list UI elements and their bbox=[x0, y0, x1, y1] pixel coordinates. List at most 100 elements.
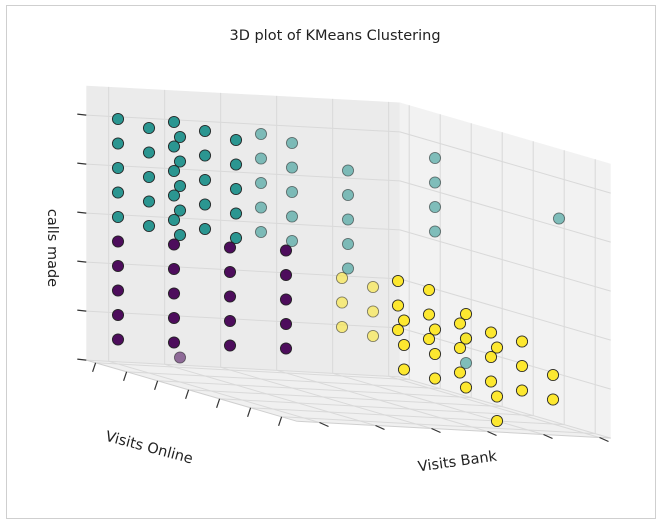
data-point bbox=[198, 149, 212, 162]
data-point bbox=[366, 280, 380, 294]
data-point bbox=[111, 112, 125, 126]
data-point bbox=[167, 140, 181, 153]
side-grid-calls-2 bbox=[399, 327, 611, 390]
data-point bbox=[341, 237, 355, 251]
data-point bbox=[223, 265, 237, 279]
bank-tick-0 bbox=[92, 362, 97, 372]
data-point bbox=[167, 213, 181, 227]
data-point bbox=[453, 317, 467, 330]
data-point bbox=[422, 283, 436, 297]
data-point bbox=[341, 188, 355, 202]
data-point bbox=[397, 314, 411, 327]
floor-grid-online-4 bbox=[164, 363, 376, 426]
data-point bbox=[428, 323, 442, 336]
back-grid-calls-0 bbox=[86, 359, 400, 378]
data-point bbox=[285, 234, 299, 248]
data-point bbox=[229, 207, 243, 220]
data-point bbox=[285, 210, 299, 223]
data-point bbox=[428, 225, 442, 238]
data-point bbox=[279, 293, 293, 306]
chart-title: 3D plot of KMeans Clustering bbox=[229, 28, 440, 44]
floor-grid-bank-1 bbox=[126, 371, 441, 390]
data-point bbox=[552, 212, 566, 225]
data-point bbox=[111, 210, 125, 224]
data-point bbox=[453, 341, 467, 355]
data-point bbox=[279, 268, 293, 282]
side-grid-calls-10 bbox=[399, 131, 611, 194]
data-point bbox=[111, 259, 125, 273]
data-point bbox=[490, 390, 504, 403]
calls-tick-10 bbox=[77, 113, 87, 116]
data-point bbox=[173, 130, 187, 144]
data-point bbox=[223, 314, 237, 328]
online-tick-0 bbox=[599, 436, 609, 443]
data-point bbox=[111, 235, 125, 248]
data-point bbox=[167, 287, 181, 300]
data-point bbox=[198, 173, 212, 187]
data-point bbox=[397, 363, 411, 376]
floor-grid-online-3 bbox=[220, 366, 432, 429]
floor-grid-online-0 bbox=[388, 375, 600, 438]
data-point bbox=[229, 158, 243, 171]
data-point bbox=[391, 274, 405, 288]
data-point bbox=[173, 179, 187, 193]
floor-grid-bank-3 bbox=[188, 389, 503, 408]
floor-grid-online-5 bbox=[108, 360, 320, 423]
data-point bbox=[229, 231, 243, 245]
side-grid-calls-8 bbox=[399, 180, 611, 243]
data-point bbox=[484, 350, 498, 364]
data-point bbox=[167, 238, 181, 251]
z-axis-label: calls made bbox=[44, 209, 60, 287]
data-point bbox=[223, 290, 237, 303]
data-point bbox=[335, 320, 349, 334]
data-point bbox=[254, 127, 268, 141]
data-point bbox=[142, 121, 156, 135]
online-tick-3 bbox=[431, 427, 441, 434]
data-point bbox=[279, 244, 293, 257]
bank-tick-1 bbox=[123, 371, 128, 381]
data-point bbox=[391, 299, 405, 312]
data-point bbox=[167, 336, 181, 349]
bank-tick-2 bbox=[154, 380, 159, 390]
data-point bbox=[229, 133, 243, 147]
side-grid-calls-4 bbox=[399, 278, 611, 341]
x-axis-label: Visits Online bbox=[104, 429, 195, 468]
data-point bbox=[254, 201, 268, 214]
data-point bbox=[111, 284, 125, 297]
data-point bbox=[167, 189, 181, 202]
side-pane bbox=[399, 102, 611, 439]
back-grid-calls-10 bbox=[86, 114, 400, 133]
data-points bbox=[111, 112, 566, 428]
data-point bbox=[173, 204, 187, 217]
data-point bbox=[422, 308, 436, 321]
data-point bbox=[490, 341, 504, 354]
data-point bbox=[459, 332, 473, 345]
data-point bbox=[198, 222, 212, 236]
data-point bbox=[341, 164, 355, 177]
online-tick-5 bbox=[319, 421, 329, 428]
data-point bbox=[167, 311, 181, 325]
data-point bbox=[335, 296, 349, 309]
data-point bbox=[198, 198, 212, 211]
data-point bbox=[142, 146, 156, 159]
data-point bbox=[111, 137, 125, 150]
figure-border bbox=[6, 5, 656, 519]
data-point bbox=[335, 271, 349, 285]
data-point bbox=[397, 338, 411, 352]
bank-tick-4 bbox=[216, 398, 221, 408]
data-point bbox=[546, 368, 560, 382]
data-point bbox=[428, 200, 442, 214]
data-point bbox=[391, 323, 405, 337]
data-point bbox=[484, 326, 498, 339]
floor-grid-bank-0 bbox=[95, 362, 410, 381]
floor-grid-bank-5 bbox=[250, 407, 565, 426]
data-point bbox=[453, 366, 467, 379]
data-point bbox=[459, 381, 473, 394]
data-point bbox=[366, 329, 380, 343]
data-point bbox=[546, 393, 560, 406]
floor-grid-online-2 bbox=[276, 369, 488, 432]
data-point bbox=[459, 307, 473, 321]
data-point bbox=[515, 335, 529, 348]
